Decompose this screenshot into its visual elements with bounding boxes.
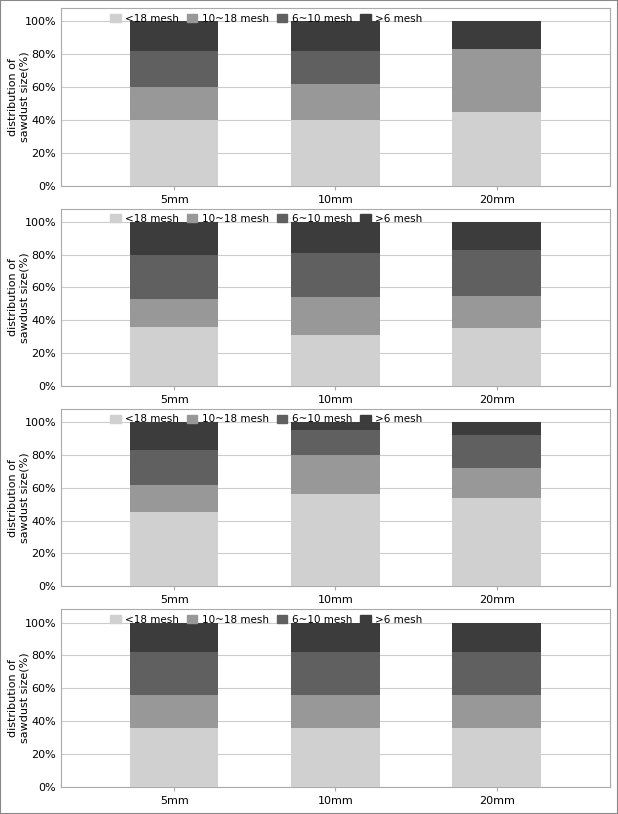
- Bar: [452, 623, 541, 652]
- Bar: [130, 652, 219, 695]
- Bar: [452, 728, 541, 786]
- Bar: [291, 297, 380, 335]
- Bar: [291, 728, 380, 786]
- Bar: [452, 295, 541, 329]
- Bar: [130, 255, 219, 299]
- Bar: [291, 431, 380, 455]
- Bar: [130, 327, 219, 386]
- Bar: [452, 112, 541, 186]
- Bar: [291, 623, 380, 652]
- Bar: [291, 21, 380, 51]
- Bar: [452, 468, 541, 497]
- Bar: [130, 51, 219, 87]
- Y-axis label: distribution of
sawdust size(%): distribution of sawdust size(%): [8, 653, 30, 743]
- Bar: [130, 728, 219, 786]
- Y-axis label: distribution of
sawdust size(%): distribution of sawdust size(%): [8, 453, 30, 543]
- Bar: [291, 222, 380, 253]
- Bar: [291, 335, 380, 386]
- Bar: [452, 21, 541, 50]
- Bar: [130, 695, 219, 728]
- Legend: <18 mesh, 10~18 mesh, 6~10 mesh, >6 mesh: <18 mesh, 10~18 mesh, 6~10 mesh, >6 mesh: [110, 414, 422, 424]
- Legend: <18 mesh, 10~18 mesh, 6~10 mesh, >6 mesh: <18 mesh, 10~18 mesh, 6~10 mesh, >6 mesh: [110, 615, 422, 624]
- Bar: [452, 222, 541, 250]
- Y-axis label: distribution of
sawdust size(%): distribution of sawdust size(%): [8, 252, 30, 343]
- Bar: [130, 450, 219, 484]
- Bar: [291, 422, 380, 431]
- Bar: [452, 435, 541, 468]
- Bar: [452, 652, 541, 695]
- Bar: [291, 120, 380, 186]
- Bar: [130, 299, 219, 327]
- Bar: [452, 329, 541, 386]
- Bar: [291, 494, 380, 586]
- Bar: [291, 51, 380, 84]
- Bar: [130, 623, 219, 652]
- Bar: [291, 695, 380, 728]
- Bar: [452, 695, 541, 728]
- Bar: [452, 497, 541, 586]
- Bar: [130, 87, 219, 120]
- Y-axis label: distribution of
sawdust size(%): distribution of sawdust size(%): [8, 51, 30, 142]
- Bar: [130, 513, 219, 586]
- Bar: [452, 422, 541, 435]
- Bar: [452, 250, 541, 295]
- Bar: [130, 120, 219, 186]
- Bar: [130, 21, 219, 51]
- Bar: [291, 652, 380, 695]
- Bar: [452, 50, 541, 112]
- Bar: [291, 455, 380, 494]
- Bar: [130, 484, 219, 513]
- Bar: [130, 222, 219, 255]
- Bar: [291, 253, 380, 297]
- Bar: [130, 422, 219, 450]
- Bar: [291, 84, 380, 120]
- Legend: <18 mesh, 10~18 mesh, 6~10 mesh, >6 mesh: <18 mesh, 10~18 mesh, 6~10 mesh, >6 mesh: [110, 14, 422, 24]
- Legend: <18 mesh, 10~18 mesh, 6~10 mesh, >6 mesh: <18 mesh, 10~18 mesh, 6~10 mesh, >6 mesh: [110, 214, 422, 224]
